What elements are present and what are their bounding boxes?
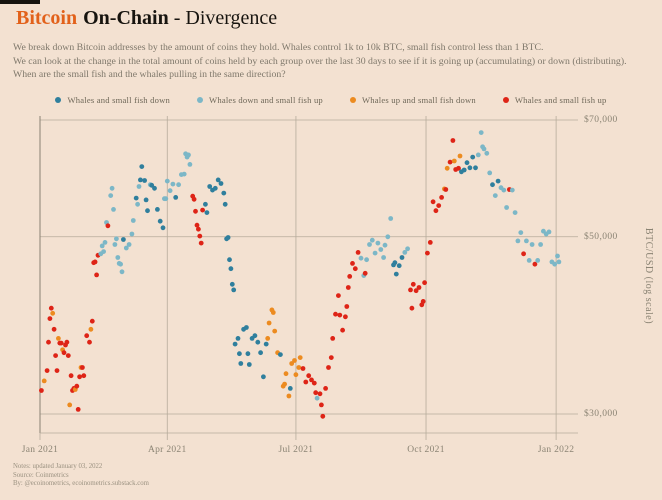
description-line: When are the small fish and the whales p… <box>13 69 286 80</box>
legend-label: Whales and small fish down <box>67 95 171 105</box>
legend-label: Whales down and small fish up <box>209 95 323 105</box>
svg-text:Apr 2021: Apr 2021 <box>148 445 187 455</box>
description-line: We break down Bitcoin addresses by the a… <box>13 42 544 53</box>
legend-dot-icon <box>349 97 356 103</box>
chart-svg: $70,000 $50,000 $30,000 Jan 2021 Apr 2021 Jul… <box>22 114 654 455</box>
page-title: Bitcoin On-Chain - Divergence <box>16 7 277 30</box>
notes-line: By: @ecoinometrics, ecoinometrics.substa… <box>13 480 149 488</box>
legend-item-whales-down-fish-down: Whales and small fish down <box>55 95 170 105</box>
scatter-chart: $70,000 $50,000 $30,000 Jan 2021 Apr 2021 Jul… <box>0 108 662 460</box>
svg-text:Jan 2022: Jan 2022 <box>538 445 574 455</box>
chart-legend: Whales and small fish down Whales down a… <box>0 95 662 105</box>
title-bold: On-Chain <box>83 7 169 29</box>
svg-text:Jul 2021: Jul 2021 <box>278 445 313 455</box>
title-rest: - Divergence <box>173 7 278 29</box>
svg-text:$50,000: $50,000 <box>584 231 618 242</box>
brand-bar <box>0 0 40 4</box>
notes-line: Notes: updated January 03, 2022 <box>13 463 103 470</box>
legend-label: Whales and small fish up <box>514 95 607 105</box>
chart-description: We break down Bitcoin addresses by the a… <box>13 41 627 82</box>
legend-item-whales-up-fish-down: Whales up and small fish down <box>349 95 476 105</box>
chart-notes: Notes: updated January 03, 2022 Source: … <box>13 463 149 489</box>
title-accent: Bitcoin <box>16 7 78 29</box>
legend-item-whales-down-fish-up: Whales down and small fish up <box>197 95 323 105</box>
svg-text:$70,000: $70,000 <box>584 114 618 125</box>
notes-line: Source: Coinmetrics <box>13 471 69 479</box>
legend-item-whales-up-fish-up: Whales and small fish up <box>502 95 607 105</box>
description-line: We can look at the change in the total a… <box>13 55 627 67</box>
svg-text:Oct 2021: Oct 2021 <box>407 445 445 455</box>
legend-dot-icon <box>502 97 509 103</box>
svg-text:$30,000: $30,000 <box>584 408 618 419</box>
svg-text:Jan 2021: Jan 2021 <box>22 445 58 455</box>
svg-text:BTC/USD (log scale): BTC/USD (log scale) <box>643 228 654 324</box>
legend-label: Whales up and small fish down <box>361 95 476 105</box>
legend-dot-icon <box>55 97 62 103</box>
legend-dot-icon <box>197 97 204 103</box>
